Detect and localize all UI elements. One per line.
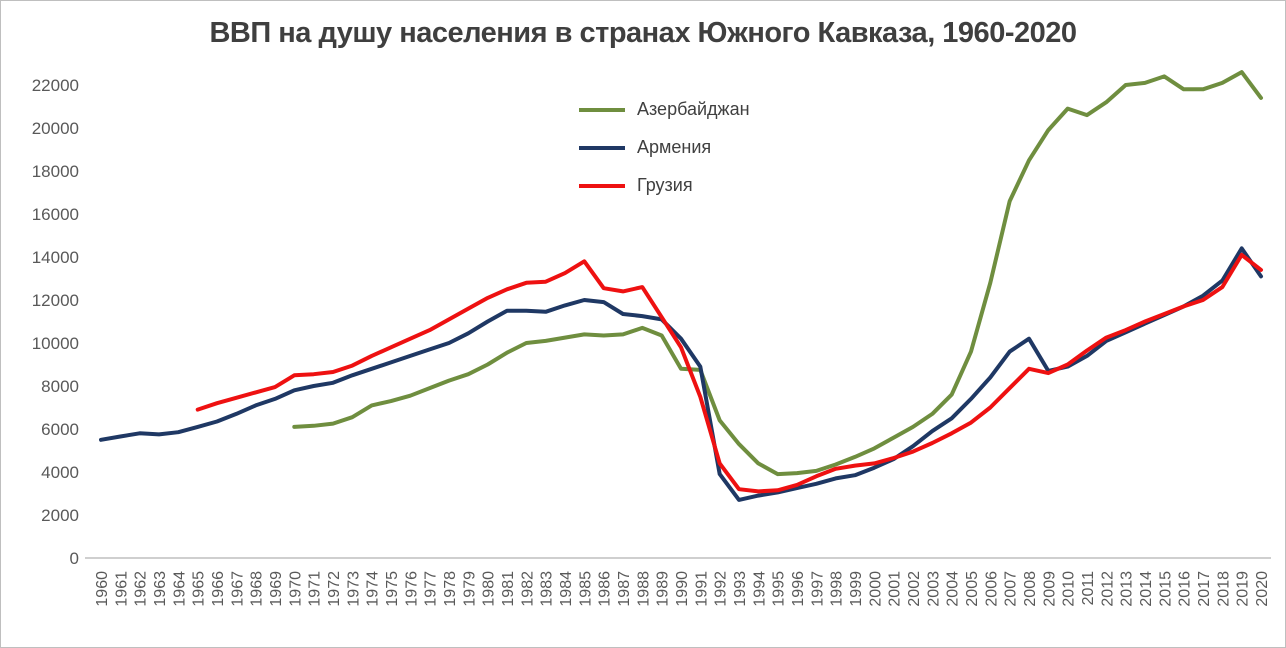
x-tick-label: 1990 bbox=[674, 571, 691, 607]
x-tick-label: 1975 bbox=[384, 571, 401, 607]
x-tick-label: 1963 bbox=[152, 571, 169, 607]
series-line-1 bbox=[99, 246, 1263, 502]
x-tick-label: 2006 bbox=[983, 571, 1000, 607]
x-tick-label: 1984 bbox=[558, 571, 575, 607]
x-tick-label: 1989 bbox=[655, 571, 672, 607]
x-tick-label: 1971 bbox=[307, 571, 324, 607]
x-tick-label: 1969 bbox=[268, 571, 285, 607]
legend-label: Грузия bbox=[637, 175, 693, 195]
x-tick-label: 1978 bbox=[442, 571, 459, 607]
series-line-0 bbox=[292, 70, 1263, 477]
x-tick-label: 1962 bbox=[133, 571, 150, 607]
series-line-2 bbox=[195, 252, 1263, 494]
y-tick-label: 6000 bbox=[41, 420, 79, 439]
x-tick-label: 1976 bbox=[403, 571, 420, 607]
x-tick-label: 1964 bbox=[171, 571, 188, 607]
x-tick-label: 2004 bbox=[945, 571, 962, 607]
x-tick-label: 2018 bbox=[1215, 571, 1232, 607]
x-tick-label: 1961 bbox=[113, 571, 130, 607]
x-tick-label: 1998 bbox=[829, 571, 846, 607]
x-tick-label: 2012 bbox=[1099, 571, 1116, 607]
x-tick-label: 2015 bbox=[1157, 571, 1174, 607]
x-tick-label: 1965 bbox=[191, 571, 208, 607]
legend-item-0: Азербайджан bbox=[579, 99, 750, 120]
x-tick-label: 2016 bbox=[1177, 571, 1194, 607]
legend-label: Азербайджан bbox=[637, 99, 750, 119]
x-tick-label: 2003 bbox=[925, 571, 942, 607]
legend-label: Армения bbox=[637, 137, 712, 157]
x-tick-label: 2002 bbox=[906, 571, 923, 607]
x-tick-label: 1967 bbox=[229, 571, 246, 607]
x-tick-label: 2001 bbox=[887, 571, 904, 607]
chart-title: ВВП на душу населения в странах Южного К… bbox=[209, 17, 1077, 49]
x-tick-label: 2017 bbox=[1196, 571, 1213, 607]
x-tick-label: 2019 bbox=[1235, 571, 1252, 607]
x-tick-label: 1980 bbox=[481, 571, 498, 607]
x-tick-label: 1993 bbox=[732, 571, 749, 607]
legend-item-1: Армения bbox=[579, 137, 750, 158]
x-tick-label: 1966 bbox=[210, 571, 227, 607]
x-tick-label: 2013 bbox=[1119, 571, 1136, 607]
legend-swatch bbox=[579, 145, 625, 150]
y-tick-label: 2000 bbox=[41, 506, 79, 525]
x-tick-label: 2014 bbox=[1138, 571, 1155, 607]
x-tick-label: 1973 bbox=[345, 571, 362, 607]
y-tick-label: 12000 bbox=[32, 291, 79, 310]
legend-swatch bbox=[579, 183, 625, 188]
x-tick-label: 2000 bbox=[867, 571, 884, 607]
x-tick-label: 1991 bbox=[693, 571, 710, 607]
x-tick-label: 1986 bbox=[597, 571, 614, 607]
x-tick-label: 1982 bbox=[519, 571, 536, 607]
y-tick-label: 10000 bbox=[32, 334, 79, 353]
y-tick-label: 4000 bbox=[41, 463, 79, 482]
y-tick-label: 16000 bbox=[32, 205, 79, 224]
x-tick-label: 1970 bbox=[287, 571, 304, 607]
x-tick-label: 1960 bbox=[94, 571, 111, 607]
y-tick-label: 20000 bbox=[32, 119, 79, 138]
legend-item-2: Грузия bbox=[579, 175, 750, 196]
x-tick-label: 1995 bbox=[771, 571, 788, 607]
x-tick-label: 1994 bbox=[751, 571, 768, 607]
legend: Азербайджан Армения Грузия bbox=[579, 99, 750, 196]
y-tick-label: 0 bbox=[70, 549, 79, 568]
x-tick-label: 1999 bbox=[848, 571, 865, 607]
x-tick-label: 1997 bbox=[809, 571, 826, 607]
x-tick-label: 1979 bbox=[461, 571, 478, 607]
x-tick-label: 1983 bbox=[539, 571, 556, 607]
x-tick-label: 2010 bbox=[1061, 571, 1078, 607]
x-tick-label: 1981 bbox=[500, 571, 517, 607]
x-tick-label: 1992 bbox=[713, 571, 730, 607]
x-tick-label: 1988 bbox=[635, 571, 652, 607]
x-tick-label: 2020 bbox=[1254, 571, 1271, 607]
x-tick-label: 1972 bbox=[326, 571, 343, 607]
y-tick-label: 18000 bbox=[32, 162, 79, 181]
x-tick-label: 1977 bbox=[423, 571, 440, 607]
x-tick-label: 2011 bbox=[1080, 571, 1097, 606]
x-tick-label: 2005 bbox=[964, 571, 981, 607]
x-tick-label: 1996 bbox=[790, 571, 807, 607]
x-tick-label: 2008 bbox=[1022, 571, 1039, 607]
x-tick-label: 1968 bbox=[249, 571, 266, 607]
x-tick-label: 1985 bbox=[577, 571, 594, 607]
y-tick-label: 22000 bbox=[32, 76, 79, 95]
x-tick-label: 1974 bbox=[365, 571, 382, 607]
x-tick-label: 2007 bbox=[1003, 571, 1020, 607]
y-tick-label: 8000 bbox=[41, 377, 79, 396]
x-tick-label: 1987 bbox=[616, 571, 633, 607]
y-tick-label: 14000 bbox=[32, 248, 79, 267]
x-tick-label: 2009 bbox=[1041, 571, 1058, 607]
legend-swatch bbox=[579, 107, 625, 112]
